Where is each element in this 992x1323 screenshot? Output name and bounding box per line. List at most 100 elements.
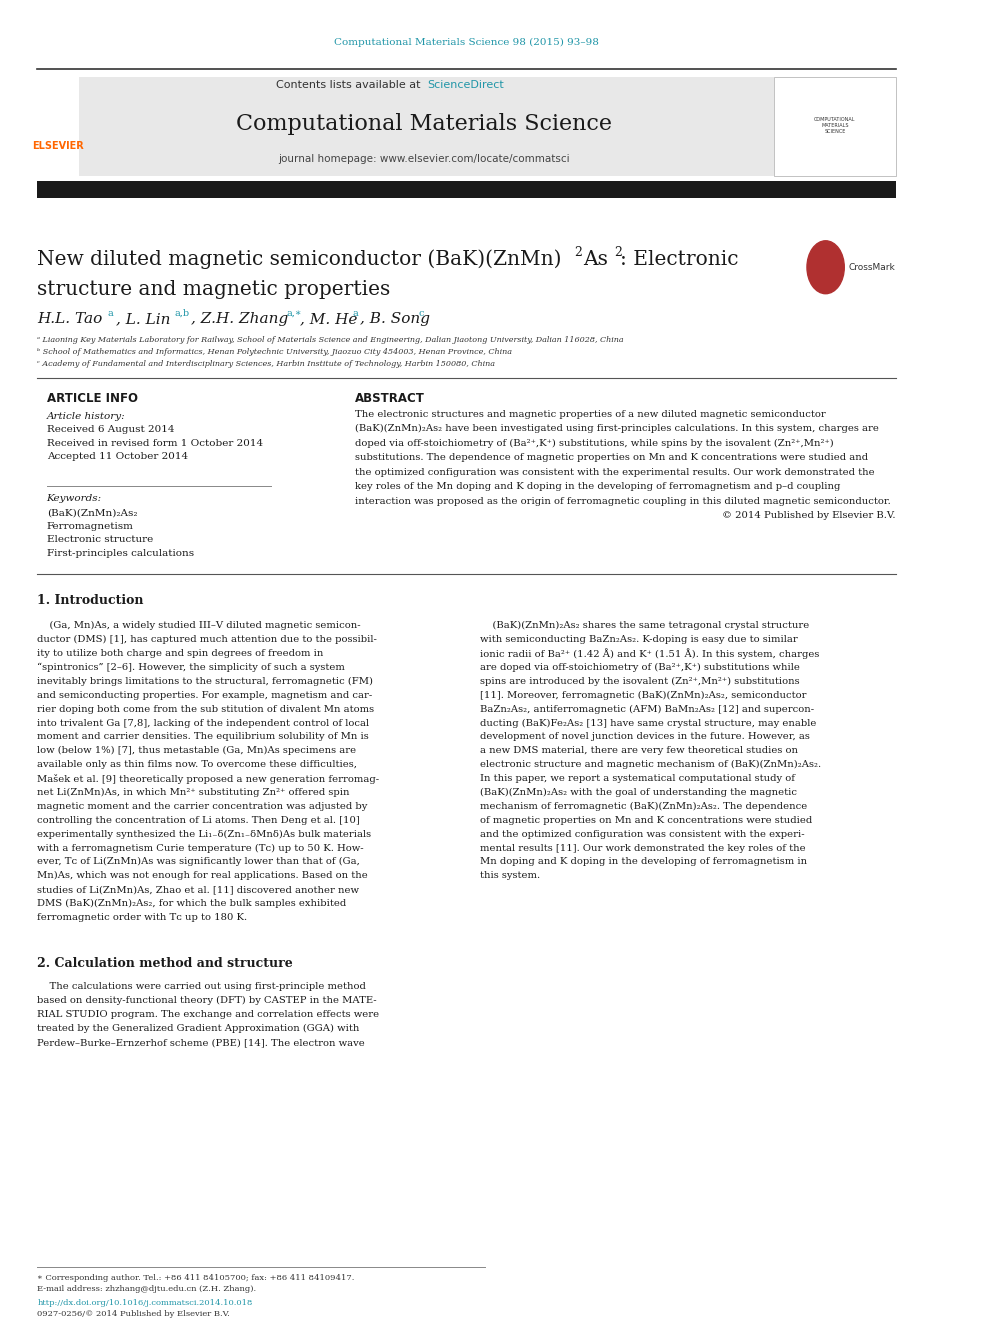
Text: As: As bbox=[583, 250, 608, 269]
Text: magnetic moment and the carrier concentration was adjusted by: magnetic moment and the carrier concentr… bbox=[38, 802, 368, 811]
Text: ferromagnetic order with Tᴄ up to 180 K.: ferromagnetic order with Tᴄ up to 180 K. bbox=[38, 913, 247, 922]
Text: controlling the concentration of Li atoms. Then Deng et al. [10]: controlling the concentration of Li atom… bbox=[38, 816, 360, 824]
Text: and semiconducting properties. For example, magnetism and car-: and semiconducting properties. For examp… bbox=[38, 691, 373, 700]
Text: the optimized configuration was consistent with the experimental results. Our wo: the optimized configuration was consiste… bbox=[354, 468, 874, 476]
Text: Ferromagnetism: Ferromagnetism bbox=[47, 523, 134, 531]
Text: 0927-0256/© 2014 Published by Elsevier B.V.: 0927-0256/© 2014 Published by Elsevier B… bbox=[38, 1310, 230, 1318]
Text: Perdew–Burke–Ernzerhof scheme (PBE) [14]. The electron wave: Perdew–Burke–Ernzerhof scheme (PBE) [14]… bbox=[38, 1039, 365, 1046]
Text: ever, Tᴄ of Li(ZnMn)As was significantly lower than that of (Ga,: ever, Tᴄ of Li(ZnMn)As was significantly… bbox=[38, 857, 360, 867]
Text: , L. Lin: , L. Lin bbox=[116, 312, 171, 325]
Text: 1. Introduction: 1. Introduction bbox=[38, 594, 144, 607]
Text: 2: 2 bbox=[614, 246, 622, 259]
Text: Received in revised form 1 October 2014: Received in revised form 1 October 2014 bbox=[47, 439, 263, 447]
Text: Mašek et al. [9] theoretically proposed a new generation ferromag-: Mašek et al. [9] theoretically proposed … bbox=[38, 774, 380, 783]
Text: structure and magnetic properties: structure and magnetic properties bbox=[38, 280, 391, 299]
Text: experimentally synthesized the Li₁₋δ(Zn₁₋δMnδ)As bulk materials: experimentally synthesized the Li₁₋δ(Zn₁… bbox=[38, 830, 371, 839]
Text: Contents lists available at: Contents lists available at bbox=[277, 79, 425, 90]
Text: with a ferromagnetism Curie temperature (Tᴄ) up to 50 K. How-: with a ferromagnetism Curie temperature … bbox=[38, 844, 364, 852]
Text: The calculations were carried out using first-principle method: The calculations were carried out using … bbox=[38, 983, 366, 991]
Text: DMS (BaK)(ZnMn)₂As₂, for which the bulk samples exhibited: DMS (BaK)(ZnMn)₂As₂, for which the bulk … bbox=[38, 900, 346, 908]
Text: First-principles calculations: First-principles calculations bbox=[47, 549, 193, 557]
Text: with semiconducting BaZn₂As₂. K-doping is easy due to similar: with semiconducting BaZn₂As₂. K-doping i… bbox=[480, 635, 799, 644]
Text: rier doping both come from the sub stitution of divalent Mn atoms: rier doping both come from the sub stitu… bbox=[38, 705, 374, 713]
Text: CrossMark: CrossMark bbox=[849, 263, 896, 271]
Circle shape bbox=[806, 241, 844, 294]
Text: development of novel junction devices in the future. However, as: development of novel junction devices in… bbox=[480, 733, 810, 741]
Text: Received 6 August 2014: Received 6 August 2014 bbox=[47, 426, 175, 434]
Text: Mn doping and K doping in the developing of ferromagnetism in: Mn doping and K doping in the developing… bbox=[480, 857, 807, 867]
FancyBboxPatch shape bbox=[79, 77, 775, 176]
Text: journal homepage: www.elsevier.com/locate/commatsci: journal homepage: www.elsevier.com/locat… bbox=[279, 153, 570, 164]
Text: inevitably brings limitations to the structural, ferromagnetic (FM): inevitably brings limitations to the str… bbox=[38, 677, 373, 685]
Text: a,b: a,b bbox=[175, 310, 189, 318]
Text: , Z.H. Zhang: , Z.H. Zhang bbox=[191, 312, 289, 325]
Text: substitutions. The dependence of magnetic properties on Mn and K concentrations : substitutions. The dependence of magneti… bbox=[354, 454, 868, 462]
Text: 2. Calculation method and structure: 2. Calculation method and structure bbox=[38, 957, 293, 970]
Text: 2: 2 bbox=[573, 246, 581, 259]
Text: this system.: this system. bbox=[480, 872, 541, 880]
Text: doped via off-stoichiometry of (Ba²⁺,K⁺) substitutions, while spins by the isova: doped via off-stoichiometry of (Ba²⁺,K⁺)… bbox=[354, 439, 833, 447]
Text: electronic structure and magnetic mechanism of (BaK)(ZnMn)₂As₂.: electronic structure and magnetic mechan… bbox=[480, 761, 821, 769]
Text: a: a bbox=[352, 310, 358, 318]
Text: are doped via off-stoichiometry of (Ba²⁺,K⁺) substitutions while: are doped via off-stoichiometry of (Ba²⁺… bbox=[480, 663, 801, 672]
Text: (Ga, Mn)As, a widely studied III–V diluted magnetic semicon-: (Ga, Mn)As, a widely studied III–V dilut… bbox=[38, 622, 361, 630]
Text: ∗ Corresponding author. Tel.: +86 411 84105700; fax: +86 411 84109417.: ∗ Corresponding author. Tel.: +86 411 84… bbox=[38, 1274, 355, 1282]
Text: ᵇ School of Mathematics and Informatics, Henan Polytechnic University, Jiaozuo C: ᵇ School of Mathematics and Informatics,… bbox=[38, 348, 512, 356]
FancyBboxPatch shape bbox=[38, 181, 896, 198]
Text: a new DMS material, there are very few theoretical studies on: a new DMS material, there are very few t… bbox=[480, 746, 799, 755]
Text: E-mail address: zhzhang@djtu.edu.cn (Z.H. Zhang).: E-mail address: zhzhang@djtu.edu.cn (Z.H… bbox=[38, 1285, 257, 1293]
Text: Computational Materials Science: Computational Materials Science bbox=[236, 114, 612, 135]
Text: , B. Song: , B. Song bbox=[360, 312, 431, 325]
Text: ionic radii of Ba²⁺ (1.42 Å) and K⁺ (1.51 Å). In this system, charges: ionic radii of Ba²⁺ (1.42 Å) and K⁺ (1.5… bbox=[480, 648, 819, 659]
Text: New diluted magnetic semiconductor (BaK)(ZnMn): New diluted magnetic semiconductor (BaK)… bbox=[38, 250, 561, 269]
Text: and the optimized configuration was consistent with the experi-: and the optimized configuration was cons… bbox=[480, 830, 806, 839]
Text: © 2014 Published by Elsevier B.V.: © 2014 Published by Elsevier B.V. bbox=[722, 512, 896, 520]
Text: “spintronics” [2–6]. However, the simplicity of such a system: “spintronics” [2–6]. However, the simpli… bbox=[38, 663, 345, 672]
Text: (BaK)(ZnMn)₂As₂ with the goal of understanding the magnetic: (BaK)(ZnMn)₂As₂ with the goal of underst… bbox=[480, 789, 798, 796]
Text: ity to utilize both charge and spin degrees of freedom in: ity to utilize both charge and spin degr… bbox=[38, 650, 323, 658]
Text: of magnetic properties on Mn and K concentrations were studied: of magnetic properties on Mn and K conce… bbox=[480, 816, 812, 824]
Text: ducting (BaK)Fe₂As₂ [13] have same crystal structure, may enable: ducting (BaK)Fe₂As₂ [13] have same cryst… bbox=[480, 718, 816, 728]
Text: mechanism of ferromagnetic (BaK)(ZnMn)₂As₂. The dependence: mechanism of ferromagnetic (BaK)(ZnMn)₂A… bbox=[480, 802, 807, 811]
Text: into trivalent Ga [7,8], lacking of the independent control of local: into trivalent Ga [7,8], lacking of the … bbox=[38, 718, 369, 728]
Text: , M. He: , M. He bbox=[301, 312, 358, 325]
FancyBboxPatch shape bbox=[38, 77, 79, 176]
Text: treated by the Generalized Gradient Approximation (GGA) with: treated by the Generalized Gradient Appr… bbox=[38, 1024, 360, 1033]
Text: interaction was proposed as the origin of ferromagnetic coupling in this diluted: interaction was proposed as the origin o… bbox=[354, 497, 890, 505]
Text: Keywords:: Keywords: bbox=[47, 495, 102, 503]
Text: H.L. Tao: H.L. Tao bbox=[38, 312, 102, 325]
Text: a: a bbox=[107, 310, 113, 318]
Text: (BaK)(ZnMn)₂As₂ have been investigated using first-principles calculations. In t: (BaK)(ZnMn)₂As₂ have been investigated u… bbox=[354, 425, 878, 433]
Text: studies of Li(ZnMn)As, Zhao et al. [11] discovered another new: studies of Li(ZnMn)As, Zhao et al. [11] … bbox=[38, 885, 359, 894]
Text: ᶜ Academy of Fundamental and Interdisciplinary Sciences, Harbin Institute of Tec: ᶜ Academy of Fundamental and Interdiscip… bbox=[38, 360, 495, 368]
Text: Article history:: Article history: bbox=[47, 413, 125, 421]
Text: Accepted 11 October 2014: Accepted 11 October 2014 bbox=[47, 452, 187, 460]
Text: c: c bbox=[419, 310, 425, 318]
Text: RIAL STUDIO program. The exchange and correlation effects were: RIAL STUDIO program. The exchange and co… bbox=[38, 1011, 380, 1019]
Text: a,∗: a,∗ bbox=[287, 310, 302, 318]
Text: (BaK)(ZnMn)₂As₂ shares the same tetragonal crystal structure: (BaK)(ZnMn)₂As₂ shares the same tetragon… bbox=[480, 622, 809, 630]
Text: ✓: ✓ bbox=[820, 259, 831, 273]
FancyBboxPatch shape bbox=[775, 77, 896, 176]
Text: COMPUTATIONAL
MATERIALS
SCIENCE: COMPUTATIONAL MATERIALS SCIENCE bbox=[814, 118, 856, 134]
Text: ABSTRACT: ABSTRACT bbox=[354, 392, 425, 405]
Text: (BaK)(ZnMn)₂As₂: (BaK)(ZnMn)₂As₂ bbox=[47, 509, 137, 517]
Text: In this paper, we report a systematical computational study of: In this paper, we report a systematical … bbox=[480, 774, 796, 783]
Text: based on density-functional theory (DFT) by CASTEP in the MATE-: based on density-functional theory (DFT)… bbox=[38, 996, 377, 1005]
Text: ductor (DMS) [1], has captured much attention due to the possibil-: ductor (DMS) [1], has captured much atte… bbox=[38, 635, 377, 644]
Text: ARTICLE INFO: ARTICLE INFO bbox=[47, 392, 138, 405]
Text: The electronic structures and magnetic properties of a new diluted magnetic semi: The electronic structures and magnetic p… bbox=[354, 410, 825, 418]
Text: ScienceDirect: ScienceDirect bbox=[428, 79, 504, 90]
Text: ᵃ Liaoning Key Materials Laboratory for Railway, School of Materials Science and: ᵃ Liaoning Key Materials Laboratory for … bbox=[38, 336, 624, 344]
Text: Mn)As, which was not enough for real applications. Based on the: Mn)As, which was not enough for real app… bbox=[38, 872, 368, 880]
Text: mental results [11]. Our work demonstrated the key roles of the: mental results [11]. Our work demonstrat… bbox=[480, 844, 806, 852]
Text: key roles of the Mn doping and K doping in the developing of ferromagnetism and : key roles of the Mn doping and K doping … bbox=[354, 483, 840, 491]
Text: http://dx.doi.org/10.1016/j.commatsci.2014.10.018: http://dx.doi.org/10.1016/j.commatsci.20… bbox=[38, 1299, 253, 1307]
Text: moment and carrier densities. The equilibrium solubility of Mn is: moment and carrier densities. The equili… bbox=[38, 733, 369, 741]
Text: : Electronic: : Electronic bbox=[620, 250, 739, 269]
Text: Electronic structure: Electronic structure bbox=[47, 536, 153, 544]
Text: BaZn₂As₂, antiferromagnetic (AFM) BaMn₂As₂ [12] and supercon-: BaZn₂As₂, antiferromagnetic (AFM) BaMn₂A… bbox=[480, 705, 814, 713]
Text: Computational Materials Science 98 (2015) 93–98: Computational Materials Science 98 (2015… bbox=[334, 38, 599, 46]
Text: available only as thin films now. To overcome these difficulties,: available only as thin films now. To ove… bbox=[38, 761, 357, 769]
Text: net Li(ZnMn)As, in which Mn²⁺ substituting Zn²⁺ offered spin: net Li(ZnMn)As, in which Mn²⁺ substituti… bbox=[38, 789, 350, 796]
